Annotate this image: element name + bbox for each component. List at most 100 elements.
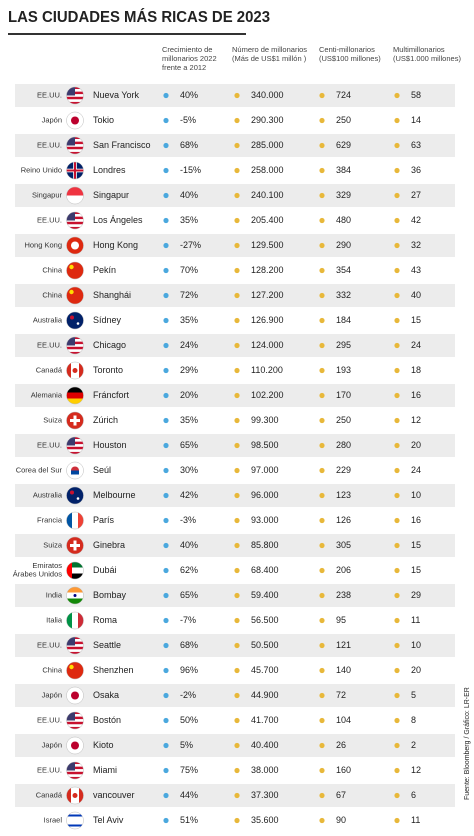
flag-body — [66, 387, 84, 404]
city: Melbourne — [93, 490, 136, 500]
title: LAS CIUDADES MÁS RICAS DE 2023 — [8, 7, 270, 26]
flag-part — [66, 449, 84, 452]
millionaires-value: 127.200 — [251, 290, 284, 300]
flag-part — [66, 226, 84, 229]
multi-value: 16 — [411, 390, 421, 400]
centi-value: 72 — [336, 690, 346, 700]
flag-part — [76, 322, 80, 325]
growth-value: 40% — [180, 90, 198, 100]
flag-body — [66, 787, 84, 804]
flag-part — [74, 162, 76, 179]
bullet — [319, 717, 325, 724]
centi-value: 95 — [336, 615, 346, 625]
millionaires-value: 85.800 — [251, 540, 279, 550]
bullet — [394, 92, 400, 99]
country: China — [42, 665, 62, 674]
flag-part — [66, 96, 84, 100]
bullet — [163, 742, 169, 749]
flag-part — [72, 612, 78, 629]
bullet — [319, 567, 325, 574]
flag-part — [66, 512, 72, 529]
flag — [66, 311, 84, 330]
millionaires-value: 56.500 — [251, 615, 279, 625]
flag-part — [66, 721, 84, 725]
centi-value: 206 — [336, 565, 351, 575]
flag-ring — [66, 536, 84, 555]
flag — [66, 586, 84, 605]
millionaires-value: 102.200 — [251, 390, 284, 400]
flag-part — [66, 814, 84, 817]
city: Sídney — [93, 315, 122, 325]
growth-value: 30% — [180, 465, 198, 475]
multi-value: 58 — [411, 90, 421, 100]
millionaires-value: 35.600 — [251, 815, 279, 825]
millionaires-value: 258.000 — [251, 165, 284, 175]
bullet — [319, 442, 325, 449]
bullet — [163, 817, 169, 824]
millionaires-value: 59.400 — [251, 590, 279, 600]
millionaires-value: 129.500 — [251, 240, 284, 250]
flag-ring — [66, 636, 84, 655]
multi-value: 24 — [411, 465, 421, 475]
bullet — [319, 292, 325, 299]
centi-value: 384 — [336, 165, 351, 175]
flag-part — [66, 221, 84, 225]
centi-value: 290 — [336, 240, 351, 250]
flag-part — [66, 562, 84, 568]
bullet — [394, 567, 400, 574]
flag-part — [70, 490, 74, 495]
centi-value: 104 — [336, 715, 351, 725]
growth-value: -3% — [180, 515, 196, 525]
growth-value: -5% — [180, 115, 196, 125]
bullet — [163, 492, 169, 499]
flag-ring — [66, 336, 84, 355]
centi-value: 90 — [336, 815, 346, 825]
flag — [66, 686, 84, 705]
flag-ring — [66, 286, 84, 305]
flag-part — [73, 540, 77, 551]
flag-part — [71, 470, 79, 475]
flag-body — [66, 812, 84, 829]
growth-value: 40% — [180, 540, 198, 550]
centi-value: 354 — [336, 265, 351, 275]
flag — [66, 536, 84, 555]
bullet — [234, 467, 240, 474]
bullet — [163, 592, 169, 599]
flag-ring — [66, 436, 84, 455]
city: Fráncfort — [93, 390, 130, 400]
country: Israel — [44, 815, 63, 824]
flag-part — [66, 587, 84, 593]
city: Los Ángeles — [93, 215, 143, 225]
bullet — [234, 142, 240, 149]
bullet — [394, 217, 400, 224]
flag-body — [66, 662, 84, 679]
country: EE.UU. — [37, 440, 62, 449]
bullet — [234, 292, 240, 299]
centi-value: 295 — [336, 340, 351, 350]
bullet — [394, 767, 400, 774]
flag-body — [66, 512, 84, 529]
millionaires-value: 44.900 — [251, 690, 279, 700]
flag-part — [66, 187, 84, 196]
country: China — [42, 290, 62, 299]
flag-part — [66, 87, 75, 96]
bullet — [163, 567, 169, 574]
flag-part — [72, 793, 78, 798]
flag — [66, 286, 84, 305]
flag-ring — [66, 561, 84, 580]
multi-value: 24 — [411, 340, 421, 350]
flag-part — [66, 346, 84, 350]
country: Australia — [33, 490, 63, 499]
millionaires-value: 340.000 — [251, 90, 284, 100]
country: EE.UU. — [37, 765, 62, 774]
country: EE.UU. — [37, 90, 62, 99]
flag-part — [72, 368, 78, 373]
flag-part — [66, 771, 84, 775]
bullet — [163, 342, 169, 349]
bullet — [163, 167, 169, 174]
city: Bostón — [93, 715, 121, 725]
flag — [66, 811, 84, 830]
flag-part — [66, 351, 84, 354]
bullet — [394, 542, 400, 549]
bullet — [319, 142, 325, 149]
